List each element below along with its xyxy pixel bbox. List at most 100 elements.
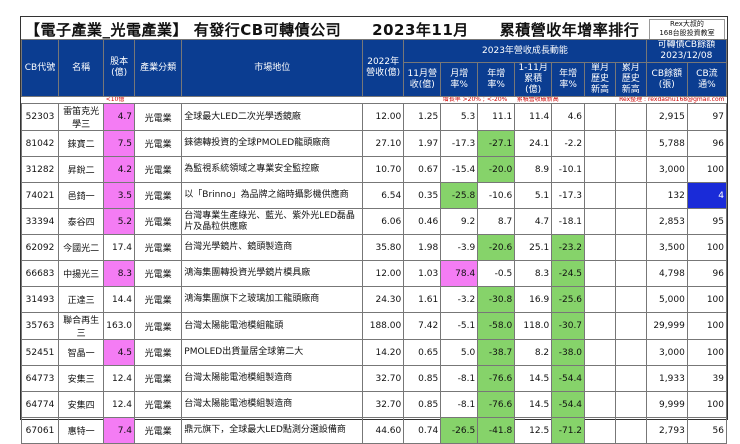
cell-capital: 17.4: [103, 234, 136, 261]
cell-cb: 1,933: [645, 365, 688, 392]
cell-rev2022: 188.00: [362, 312, 405, 340]
cell-position: 為監視系統領域之專業安全監控廠: [181, 156, 364, 183]
note-capital: <10億: [103, 96, 182, 104]
cell-name: 今國光二: [57, 234, 105, 261]
cell-yoy: -38.7: [477, 339, 516, 366]
cell-capital: 4.7: [103, 103, 136, 131]
cell-code: 64773: [21, 365, 59, 392]
cell-rev2022: 6.54: [362, 182, 405, 209]
cell-cum: 4.7: [514, 208, 553, 235]
cell-industry: 光電業: [134, 103, 183, 131]
cell-yoy: -76.6: [477, 391, 516, 418]
cell-name: 邑錡一: [57, 182, 105, 209]
cell-code: 64774: [21, 391, 59, 418]
cell-code: 62092: [21, 234, 59, 261]
cell-name: 惠特一: [57, 417, 105, 444]
cell-yoy: -20.0: [477, 156, 516, 183]
cell-nov: 0.67: [403, 156, 442, 183]
cell-yoy: -30.8: [477, 286, 516, 313]
note-cum: 累積營收破新高: [514, 96, 585, 104]
cell-cum: 14.5: [514, 365, 553, 392]
cell-nov: 1.98: [403, 234, 442, 261]
cell-capital: 7.4: [103, 417, 136, 444]
header-cum-hist: 累月歷史新高: [614, 62, 647, 97]
header-mom: 月增率%: [440, 62, 479, 97]
cell-capital: 12.4: [103, 391, 136, 418]
cell-cum: 11.4: [514, 103, 553, 131]
cell-mh: [584, 234, 616, 261]
cell-yoy: -76.6: [477, 365, 516, 392]
cell-rev2022: 10.70: [362, 156, 405, 183]
cell-cum: 24.1: [514, 130, 553, 157]
cell-ch: [614, 208, 647, 235]
header-cum-yoy: 年增率%: [551, 62, 586, 97]
cell-cum-yoy: -2.2: [551, 130, 586, 157]
cell-ratio: 95: [686, 208, 728, 235]
cell-name: 雷笛克光學三: [57, 103, 105, 131]
cell-ch: [614, 182, 647, 209]
table-body: 52303 雷笛克光學三 4.7 光電業 全球最大LED二次光學透鏡廠 12.00 1.25…: [21, 103, 728, 444]
cell-rev2022: 27.10: [362, 130, 405, 157]
cell-code: 35763: [21, 312, 59, 340]
cell-position: 台灣專業生產綠光、藍光、紫外光LED磊晶片及晶粒供應廠: [181, 208, 364, 235]
cell-cb: 29,999: [645, 312, 688, 340]
cell-mom: -15.4: [440, 156, 479, 183]
header-yoy: 年增率%: [477, 62, 516, 97]
cell-nov: 0.35: [403, 182, 442, 209]
cell-yoy: 11.1: [477, 103, 516, 131]
cell-position: 台灣太陽能電池模組龍頭: [181, 312, 364, 340]
cell-capital: 4.2: [103, 156, 136, 183]
cell-cb: 2,793: [645, 417, 688, 444]
cell-cum-yoy: -23.2: [551, 234, 586, 261]
header-position: 市場地位: [181, 39, 364, 97]
cell-rev2022: 6.06: [362, 208, 405, 235]
cell-ch: [614, 260, 647, 287]
cell-position: 台灣太陽能電池模組製造商: [181, 365, 364, 392]
header-growth-group: 2023年營收成長動能: [403, 39, 647, 63]
cell-code: 52303: [21, 103, 59, 131]
header-cb-ratio: CB流通%: [686, 62, 728, 97]
cell-capital: 3.5: [103, 182, 136, 209]
cell-cum-yoy: -54.4: [551, 391, 586, 418]
cell-ratio: 100: [686, 156, 728, 183]
cell-yoy: -10.6: [477, 182, 516, 209]
cell-cum: 8.9: [514, 156, 553, 183]
cell-ratio: 56: [686, 417, 728, 444]
cell-ch: [614, 103, 647, 131]
cell-cum: 8.2: [514, 339, 553, 366]
table-row: 66683 中揚光三 8.3 光電業 鴻海集團轉投資光學鏡片模具廠 12.00 1.03 78…: [21, 260, 728, 287]
cell-ch: [614, 234, 647, 261]
cell-position: 鴻海集團轉投資光學鏡片模具廠: [181, 260, 364, 287]
cell-cum: 8.3: [514, 260, 553, 287]
cell-yoy: 8.7: [477, 208, 516, 235]
cell-mom: -26.5: [440, 417, 479, 444]
cell-code: 81042: [21, 130, 59, 157]
table-row: 62092 今國光二 17.4 光電業 台灣光學鏡片、鏡頭製造商 35.80 1.98 -3.…: [21, 234, 728, 261]
cell-cb: 3,000: [645, 156, 688, 183]
cell-ch: [614, 417, 647, 444]
cell-mom: -5.1: [440, 312, 479, 340]
cell-cum: 16.9: [514, 286, 553, 313]
page-title: 【電子產業_光電產業】 有發行CB可轉債公司 2023年11月 累積營收年增率排…: [25, 21, 640, 39]
cell-cum: 14.5: [514, 391, 553, 418]
table-row: 64773 安集三 12.4 光電業 台灣太陽能電池模組製造商 32.70 0.85 -8.1…: [21, 365, 728, 392]
header-capital: 股本(億): [103, 39, 136, 97]
cell-yoy: -41.8: [477, 417, 516, 444]
cell-nov: 0.74: [403, 417, 442, 444]
header-cb-group: 可轉債CB餘額 2023/12/08: [645, 39, 728, 63]
cell-position: 台灣太陽能電池模組製造商: [181, 391, 364, 418]
title-bar: 【電子產業_光電產業】 有發行CB可轉債公司 2023年11月 累積營收年增率排…: [21, 17, 727, 41]
cell-mh: [584, 417, 616, 444]
cell-capital: 12.4: [103, 365, 136, 392]
cell-ratio: 100: [686, 286, 728, 313]
cell-capital: 163.0: [103, 312, 136, 340]
cell-mh: [584, 286, 616, 313]
cell-yoy: -20.6: [477, 234, 516, 261]
cell-yoy: -0.5: [477, 260, 516, 287]
cell-industry: 光電業: [134, 312, 183, 340]
table-row: 52451 智晶一 4.5 光電業 PMOLED出貨量居全球第二大 14.20 0.65 5.…: [21, 339, 728, 366]
cell-rev2022: 12.00: [362, 260, 405, 287]
cell-code: 31493: [21, 286, 59, 313]
cell-industry: 光電業: [134, 234, 183, 261]
cell-mh: [584, 312, 616, 340]
